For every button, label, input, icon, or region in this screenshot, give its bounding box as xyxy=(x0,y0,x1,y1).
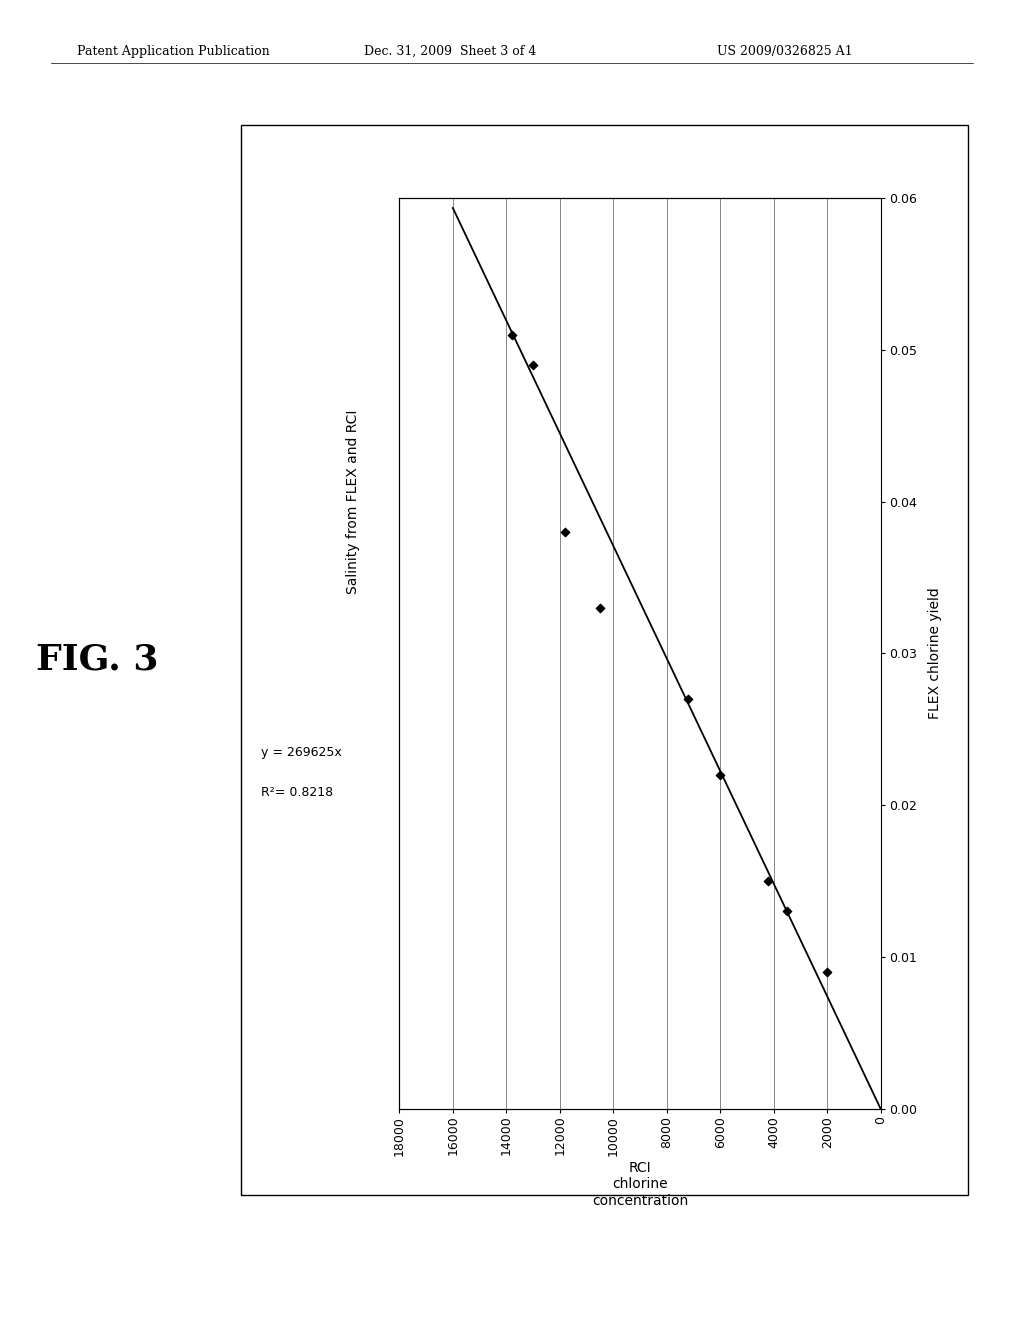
Point xyxy=(504,325,520,346)
Text: y = 269625x: y = 269625x xyxy=(261,746,342,759)
Point xyxy=(760,871,776,892)
Point xyxy=(819,961,836,982)
Text: Dec. 31, 2009  Sheet 3 of 4: Dec. 31, 2009 Sheet 3 of 4 xyxy=(364,45,536,58)
Point xyxy=(779,900,796,921)
Y-axis label: FLEX chlorine yield: FLEX chlorine yield xyxy=(928,587,942,719)
Point xyxy=(557,521,573,543)
Text: Salinity from FLEX and RCI: Salinity from FLEX and RCI xyxy=(346,409,360,594)
Point xyxy=(592,597,608,618)
Point xyxy=(680,689,696,710)
Text: Patent Application Publication: Patent Application Publication xyxy=(77,45,269,58)
Text: FIG. 3: FIG. 3 xyxy=(36,643,159,677)
Text: R²= 0.8218: R²= 0.8218 xyxy=(261,785,333,799)
Point xyxy=(712,764,728,785)
Text: US 2009/0326825 A1: US 2009/0326825 A1 xyxy=(717,45,852,58)
X-axis label: RCI
chlorine
concentration: RCI chlorine concentration xyxy=(592,1162,688,1208)
Point xyxy=(525,354,542,375)
